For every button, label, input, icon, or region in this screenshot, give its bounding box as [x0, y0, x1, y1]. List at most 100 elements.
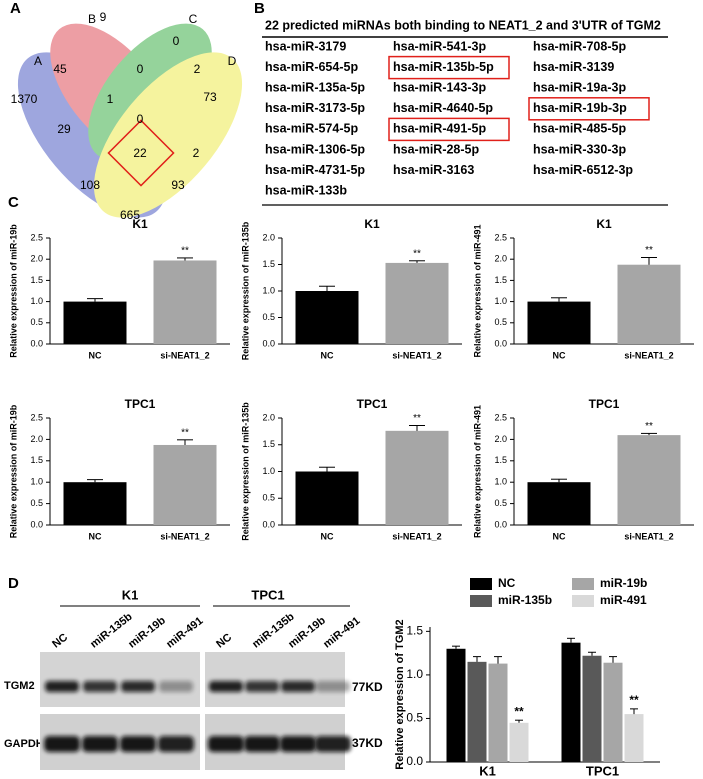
lane-label: NC	[50, 631, 70, 650]
error-bar	[494, 656, 502, 664]
error-bar	[473, 656, 481, 662]
band	[121, 681, 155, 692]
panel-label: C	[8, 194, 19, 211]
bar	[153, 444, 217, 525]
y-axis-label: Relative expression of miR-491	[472, 224, 482, 357]
bar	[63, 301, 127, 344]
significance: **	[413, 248, 421, 259]
x-tick-label: si-NEAT1_2	[160, 531, 209, 541]
lane-label: NC	[214, 631, 234, 650]
significance: **	[181, 427, 189, 438]
table-cell: hsa-miR-28-5p	[393, 142, 479, 156]
highlight-box	[388, 55, 510, 80]
bar	[617, 264, 681, 344]
y-tick-label: 2.0	[30, 254, 43, 264]
venn-count: 0	[173, 34, 180, 48]
significance: **	[645, 421, 653, 432]
size-label: 37KD	[352, 736, 383, 750]
y-tick-label: 0.0	[262, 338, 275, 348]
y-tick-label: 1.0	[494, 477, 507, 487]
x-tick-label: NC	[553, 350, 566, 360]
error-bar	[551, 297, 567, 302]
venn-set-label: A	[34, 54, 42, 68]
x-tick-label: si-NEAT1_2	[624, 531, 673, 541]
band	[245, 681, 279, 692]
highlight-box	[388, 117, 510, 142]
chart-title: TPC1	[125, 397, 156, 411]
table-cell: hsa-miR-491-5p	[393, 122, 486, 136]
bar	[527, 301, 591, 344]
legend-label: NC	[498, 576, 516, 590]
y-axis-label: Relative expression of miR-135b	[240, 402, 250, 541]
y-tick-label: 1.5	[262, 439, 275, 449]
bar	[385, 262, 449, 344]
band	[209, 681, 243, 692]
y-tick-label: 1.0	[30, 477, 43, 487]
x-tick-label: K1	[479, 763, 496, 778]
band	[45, 681, 79, 692]
y-tick-label: 0.0	[30, 519, 43, 529]
venn-count: 1	[107, 92, 114, 106]
lane-label: miR-491	[164, 615, 205, 651]
table-cell: hsa-miR-574-5p	[265, 122, 358, 136]
venn-count: 22	[133, 146, 147, 160]
venn-count: 108	[80, 178, 100, 192]
table-cell: hsa-miR-143-3p	[393, 80, 486, 94]
error-bar	[609, 656, 617, 663]
error-bar	[177, 257, 193, 261]
bar	[527, 482, 591, 525]
table-cell: hsa-miR-330-3p	[533, 142, 626, 156]
blot-panel	[205, 652, 345, 707]
bar	[446, 648, 466, 762]
y-tick-label: 2.0	[494, 254, 507, 264]
venn-count: 9	[100, 10, 107, 24]
y-tick-label: 1.0	[494, 296, 507, 306]
bar	[385, 430, 449, 525]
significance: **	[645, 245, 653, 256]
error-bar	[641, 432, 657, 436]
x-tick-label: NC	[321, 531, 334, 541]
legend-swatch	[470, 578, 492, 590]
lane-label: miR-491	[321, 615, 362, 651]
y-tick-label: 2.5	[494, 232, 507, 242]
table-cell: hsa-miR-541-3p	[393, 39, 486, 53]
y-tick-label: 0.5	[406, 711, 423, 725]
table-cell: hsa-miR-6512-3p	[533, 163, 633, 177]
band	[315, 736, 351, 752]
bar	[295, 471, 359, 525]
venn-count: 2	[193, 146, 200, 160]
venn-count: 665	[120, 208, 140, 222]
venn	[17, 23, 243, 218]
table-cell: hsa-miR-4640-5p	[393, 101, 493, 115]
y-tick-label: 1.0	[30, 296, 43, 306]
venn-count: 29	[57, 122, 71, 136]
y-tick-label: 0.5	[494, 498, 507, 508]
error-bar	[515, 719, 523, 723]
venn-count: 73	[203, 90, 217, 104]
venn-count: 0	[137, 112, 144, 126]
y-tick-label: 0.5	[30, 498, 43, 508]
significance: **	[514, 704, 524, 718]
x-tick-label: NC	[89, 350, 102, 360]
chart-title: K1	[132, 217, 148, 231]
panel-label: D	[8, 575, 19, 592]
x-tick-label: NC	[553, 531, 566, 541]
y-tick-label: 0.0	[30, 338, 43, 348]
x-tick-label: si-NEAT1_2	[392, 531, 441, 541]
legend-swatch	[572, 578, 594, 590]
y-tick-label: 1.5	[262, 259, 275, 269]
error-bar	[551, 478, 567, 483]
error-bar	[87, 298, 103, 302]
chart-title: TPC1	[589, 397, 620, 411]
table-cell: hsa-miR-3163	[393, 163, 474, 177]
y-tick-label: 1.5	[30, 455, 43, 465]
table-cell: hsa-miR-133b	[265, 183, 347, 197]
bar	[295, 291, 359, 344]
y-tick-label: 2.0	[262, 232, 275, 242]
legend-label: miR-19b	[600, 576, 647, 590]
x-tick-label: si-NEAT1_2	[160, 350, 209, 360]
band	[120, 736, 156, 752]
band	[83, 681, 117, 692]
blot-panel	[40, 652, 200, 707]
